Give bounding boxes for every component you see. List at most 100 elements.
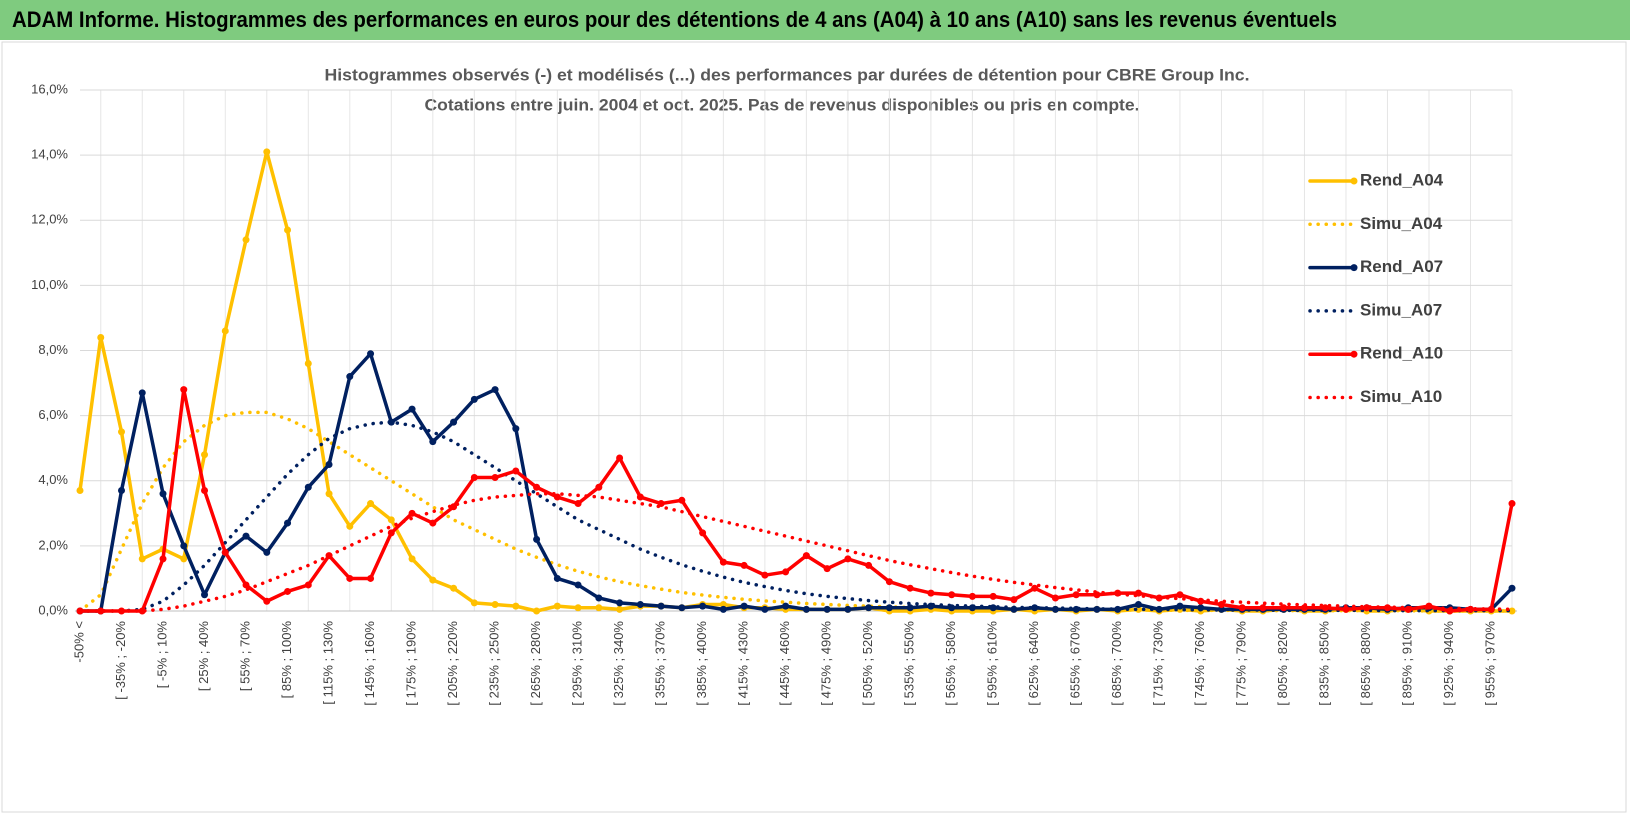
point	[76, 487, 84, 495]
point	[429, 519, 437, 527]
x-tick-label: [ 235% ; 250%	[487, 621, 502, 706]
point	[367, 350, 375, 358]
point	[242, 532, 250, 540]
point	[657, 602, 665, 610]
point	[263, 597, 271, 605]
x-tick-label: -50% <	[71, 621, 86, 663]
x-tick-label: [ 835% ; 850%	[1317, 621, 1332, 706]
y-tick-label: 4,0%	[38, 472, 68, 487]
point	[429, 438, 437, 446]
point	[1051, 594, 1059, 602]
point	[263, 148, 271, 156]
point	[906, 584, 914, 592]
chart-title: Histogrammes observés (-) et modélisés (…	[325, 65, 1250, 84]
legend-label: Rend_A07	[1360, 257, 1443, 276]
point	[533, 607, 541, 615]
point	[118, 428, 126, 436]
point	[719, 558, 727, 566]
point	[201, 451, 209, 459]
point	[740, 602, 748, 610]
x-tick-label: [ 295% ; 310%	[570, 621, 585, 706]
legend-marker	[1350, 350, 1358, 358]
point	[346, 574, 354, 582]
x-tick-label: [ 745% ; 760%	[1192, 621, 1207, 706]
model-line	[78, 410, 1514, 613]
point	[221, 548, 229, 556]
point	[636, 600, 644, 608]
legend-label: Simu_A04	[1360, 214, 1443, 233]
x-tick-label: [ 475% ; 490%	[819, 621, 834, 706]
point	[865, 561, 873, 569]
point	[553, 602, 561, 610]
chart-border	[1, 41, 1627, 813]
point	[1134, 600, 1142, 608]
point	[138, 555, 146, 563]
point	[1508, 584, 1516, 592]
point	[450, 584, 458, 592]
x-tick-label: [ 625% ; 640%	[1026, 621, 1041, 706]
point	[906, 604, 914, 612]
point	[636, 493, 644, 501]
point	[491, 600, 499, 608]
x-tick-label: [ -5% ; 10%	[154, 621, 169, 689]
point	[616, 599, 624, 607]
legend-marker	[1350, 264, 1358, 272]
point	[470, 395, 478, 403]
legend-label: Rend_A10	[1360, 344, 1443, 363]
header-bar	[0, 0, 1630, 40]
point	[159, 490, 167, 498]
point	[574, 604, 582, 612]
point	[1508, 500, 1516, 508]
x-tick-label: [ 55% ; 70%	[237, 621, 252, 692]
point	[1259, 604, 1267, 612]
point	[470, 473, 478, 481]
point	[304, 581, 312, 589]
point	[512, 467, 520, 475]
x-tick-label: [ 385% ; 400%	[694, 621, 709, 706]
x-tick-label: [ 805% ; 820%	[1275, 621, 1290, 706]
point	[761, 571, 769, 579]
point	[823, 565, 831, 573]
point	[885, 604, 893, 612]
point	[595, 604, 603, 612]
header-title: ADAM Informe. Histogrammes des performan…	[12, 7, 1337, 32]
x-tick-label: [ 175% ; 190%	[403, 621, 418, 706]
point	[450, 503, 458, 511]
point	[740, 561, 748, 569]
point	[429, 576, 437, 584]
x-tick-label: [ 205% ; 220%	[445, 621, 460, 706]
point	[574, 500, 582, 508]
y-tick-label: 10,0%	[31, 277, 68, 292]
point	[304, 360, 312, 368]
point	[678, 496, 686, 504]
point	[595, 594, 603, 602]
point	[325, 490, 333, 498]
point	[1280, 604, 1288, 612]
x-tick-label: [ 715% ; 730%	[1151, 621, 1166, 706]
point	[512, 425, 520, 433]
point	[553, 493, 561, 501]
point	[802, 552, 810, 560]
point	[242, 581, 250, 589]
point	[118, 487, 126, 495]
point	[242, 236, 250, 244]
x-tick-label: [ 565% ; 580%	[943, 621, 958, 706]
point	[97, 607, 105, 615]
point	[491, 386, 499, 394]
x-tick-label: [ 955% ; 970%	[1483, 621, 1498, 706]
y-tick-label: 6,0%	[38, 407, 68, 422]
point	[180, 386, 188, 394]
point	[1010, 596, 1018, 604]
y-tick-label: 8,0%	[38, 342, 68, 357]
y-tick-label: 12,0%	[31, 212, 68, 227]
point	[1176, 591, 1184, 599]
point	[367, 500, 375, 508]
point	[97, 333, 105, 341]
x-tick-label: [ 505% ; 520%	[860, 621, 875, 706]
point	[616, 605, 624, 613]
point	[761, 605, 769, 613]
observed-line	[78, 387, 1514, 613]
point	[387, 516, 395, 524]
